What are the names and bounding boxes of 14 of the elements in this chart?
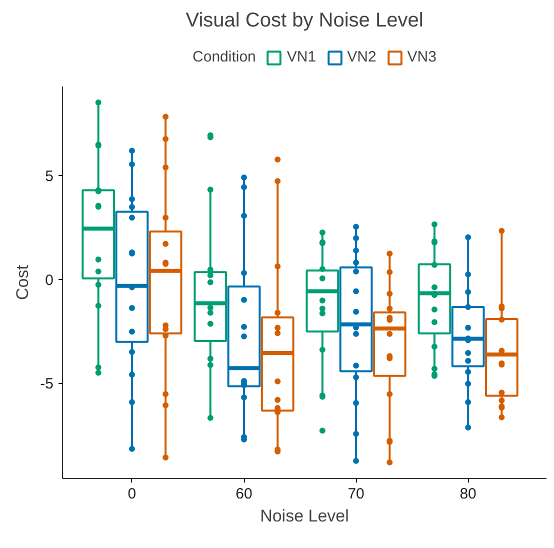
x-tick-label: 70 [348, 486, 364, 502]
y-axis-title: Cost [13, 264, 32, 300]
y-tick-label: 5 [45, 168, 54, 186]
y-tick-label: -5 [40, 376, 54, 393]
x-tick-label: 60 [236, 486, 252, 502]
chart-title: Visual Cost by Noise Level [186, 10, 424, 32]
x-tick-label: 0 [128, 486, 136, 502]
legend-label: VN1 [286, 48, 316, 66]
x-axis-title: Noise Level [260, 506, 349, 526]
legend-label: VN2 [347, 48, 376, 66]
legend-title: Condition [192, 48, 256, 66]
x-tick-label: 80 [460, 486, 476, 502]
y-tick-label: 0 [45, 272, 54, 289]
legend-label: VN3 [407, 48, 436, 66]
